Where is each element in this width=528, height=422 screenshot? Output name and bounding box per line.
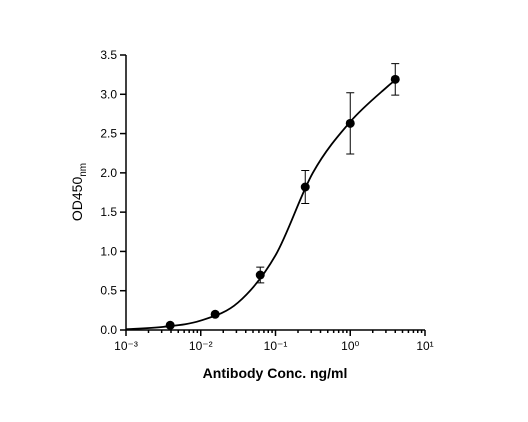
x-tick-label: 10⁰: [341, 339, 359, 353]
y-axis-label: OD450nm: [69, 163, 89, 221]
y-tick-label: 1.5: [100, 205, 117, 219]
y-tick-label: 2.5: [100, 127, 117, 141]
x-tick-label: 10⁻¹: [264, 339, 288, 353]
x-tick-label: 10⁻³: [114, 339, 138, 353]
y-tick-label: 2.0: [100, 166, 117, 180]
y-label-sub: nm: [78, 163, 89, 177]
data-point: [210, 309, 220, 319]
x-tick-label: 10⁻²: [189, 339, 213, 353]
data-point: [345, 118, 355, 128]
y-tick-label: 3.0: [100, 87, 117, 101]
y-tick-label: 0.5: [100, 284, 117, 298]
data-point: [300, 182, 310, 192]
x-tick-label: 10¹: [416, 339, 433, 353]
x-axis-label: Antibody Conc. ng/ml: [203, 365, 348, 381]
data-point: [255, 270, 265, 280]
y-tick-label: 0.0: [100, 323, 117, 337]
y-tick-label: 3.5: [100, 48, 117, 62]
fit-curve: [125, 80, 396, 331]
data-point: [390, 74, 400, 84]
data-point: [165, 320, 175, 330]
y-tick-label: 1.0: [100, 244, 117, 258]
y-label-main: OD450: [69, 177, 85, 222]
